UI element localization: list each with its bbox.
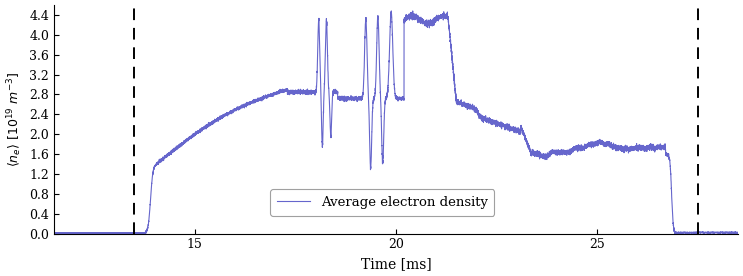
Line: Average electron density: Average electron density — [54, 11, 738, 233]
Average electron density — [50, 231, 59, 235]
Average electron density — [409, 17, 418, 21]
Average electron density — [733, 231, 742, 234]
Average electron density — [85, 232, 94, 235]
Average electron density — [227, 110, 236, 113]
Y-axis label: $\langle n_e \rangle\ [10^{19}\ m^{-3}]$: $\langle n_e \rangle\ [10^{19}\ m^{-3}]$ — [5, 71, 24, 167]
Average electron density — [140, 232, 149, 235]
Average electron density — [151, 163, 160, 167]
Average electron density — [387, 9, 396, 13]
X-axis label: Time [ms]: Time [ms] — [360, 257, 432, 271]
Average electron density — [466, 105, 475, 108]
Average electron density — [400, 20, 409, 24]
Legend: Average electron density: Average electron density — [270, 189, 494, 216]
